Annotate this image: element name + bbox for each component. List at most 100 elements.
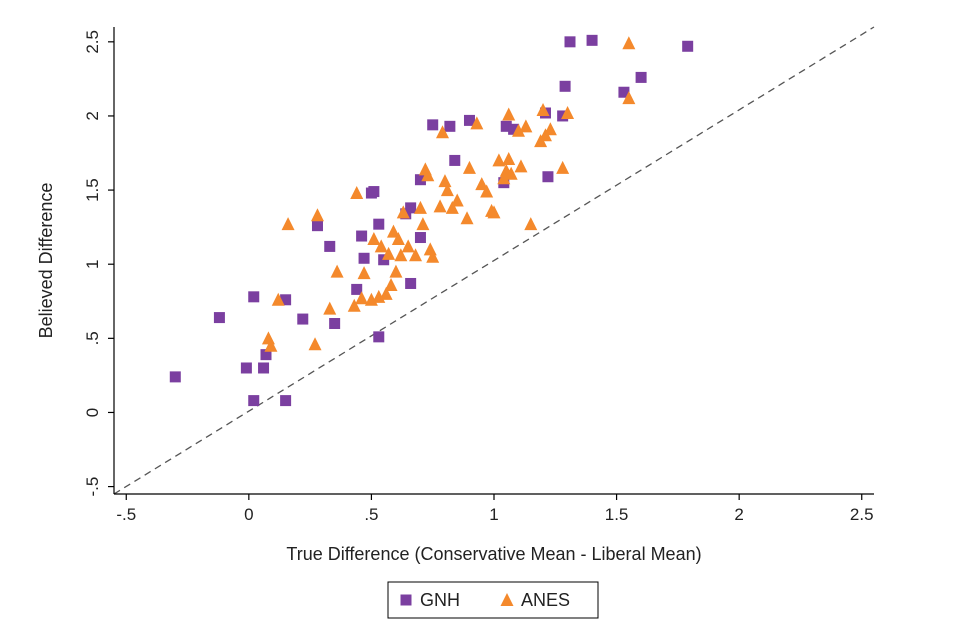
data-point-anes xyxy=(622,91,636,105)
data-point-anes xyxy=(426,249,440,263)
data-point-gnh xyxy=(463,114,475,126)
data-point-anes xyxy=(438,174,452,188)
data-point-gnh xyxy=(248,395,260,407)
data-point-anes xyxy=(470,116,484,130)
data-point-gnh xyxy=(213,312,225,324)
data-point-gnh xyxy=(635,71,647,83)
data-point-anes xyxy=(536,103,550,117)
data-point-gnh xyxy=(564,36,576,48)
data-point-gnh xyxy=(351,283,363,295)
data-point-gnh xyxy=(542,171,554,183)
y-tick-label: 2.5 xyxy=(83,30,102,54)
data-point-anes xyxy=(504,166,518,180)
legend-marker-anes xyxy=(500,593,514,606)
reference-line-layer xyxy=(113,26,875,495)
data-point-gnh xyxy=(508,123,520,135)
data-point-anes xyxy=(347,298,361,312)
data-point-gnh xyxy=(368,186,380,198)
data-point-gnh xyxy=(414,232,426,244)
data-point-anes xyxy=(462,160,476,174)
x-tick-label: 2 xyxy=(734,505,743,524)
data-point-anes xyxy=(271,292,285,306)
data-point-gnh xyxy=(618,86,630,98)
data-point-anes xyxy=(514,159,528,173)
data-point-anes xyxy=(421,168,435,182)
data-point-anes xyxy=(401,239,415,253)
data-point-anes xyxy=(409,248,423,262)
data-point-anes xyxy=(382,246,396,260)
data-point-anes xyxy=(413,200,427,214)
data-point-gnh xyxy=(405,202,417,214)
data-point-anes xyxy=(450,193,464,207)
data-point-anes xyxy=(556,160,570,174)
data-point-anes xyxy=(524,217,538,231)
data-point-anes xyxy=(519,119,533,133)
data-point-anes xyxy=(384,277,398,291)
y-tick-label: 1 xyxy=(83,259,102,268)
data-point-gnh xyxy=(373,218,385,230)
data-point-gnh xyxy=(297,313,309,325)
x-tick-label: 0 xyxy=(244,505,253,524)
data-point-anes xyxy=(433,199,447,213)
data-point-gnh xyxy=(169,371,181,383)
y-tick-label: .5 xyxy=(83,331,102,345)
data-point-gnh xyxy=(373,331,385,343)
data-point-anes xyxy=(512,123,526,137)
data-point-anes xyxy=(561,105,575,119)
data-point-anes xyxy=(310,208,324,222)
data-point-anes xyxy=(350,186,364,200)
legend: GNH ANES xyxy=(387,581,599,619)
data-point-anes xyxy=(460,211,474,225)
data-point-anes xyxy=(264,338,278,352)
x-tick-label: 2.5 xyxy=(850,505,874,524)
y-tick-label: 2 xyxy=(83,111,102,120)
data-point-gnh xyxy=(358,252,370,264)
data-point-anes xyxy=(308,337,322,351)
data-point-gnh xyxy=(444,120,456,132)
data-point-anes xyxy=(281,217,295,231)
data-points-layer xyxy=(169,34,694,407)
x-tick-label: 1 xyxy=(489,505,498,524)
data-point-gnh xyxy=(559,80,571,92)
data-point-anes xyxy=(396,205,410,219)
data-point-anes xyxy=(497,171,511,185)
data-point-anes xyxy=(394,248,408,262)
data-point-gnh xyxy=(414,174,426,186)
legend-box xyxy=(387,581,599,619)
data-point-anes xyxy=(492,153,506,167)
x-tick-label: 1.5 xyxy=(605,505,629,524)
data-point-anes xyxy=(445,200,459,214)
legend-marker-gnh xyxy=(400,594,412,606)
data-point-anes xyxy=(436,125,450,139)
data-point-anes xyxy=(502,151,516,165)
data-point-gnh xyxy=(356,230,368,242)
data-point-anes xyxy=(323,301,337,315)
data-point-anes xyxy=(367,232,381,246)
series-anes xyxy=(261,36,636,352)
x-tick-label: -.5 xyxy=(116,505,136,524)
axes-layer: -.5 0 .5 1 1.5 2 2.5 -.5 0 .5 1 1.5 2 2.5 xyxy=(83,27,874,524)
legend-label-gnh: GNH xyxy=(420,590,460,610)
data-point-anes xyxy=(475,177,489,191)
data-point-gnh xyxy=(500,120,512,132)
data-point-anes xyxy=(379,286,393,300)
data-point-gnh xyxy=(248,291,260,303)
data-point-gnh xyxy=(586,34,598,46)
x-tick-label: .5 xyxy=(364,505,378,524)
data-point-gnh xyxy=(258,362,270,374)
data-point-anes xyxy=(487,205,501,219)
data-point-anes xyxy=(357,266,371,280)
data-point-gnh xyxy=(311,220,323,232)
data-point-gnh xyxy=(329,318,341,330)
reference-line-45deg xyxy=(113,26,875,495)
data-point-gnh xyxy=(449,154,461,166)
data-point-anes xyxy=(374,239,388,253)
data-point-anes xyxy=(386,224,400,238)
data-point-anes xyxy=(440,183,454,197)
y-tick-label: 1.5 xyxy=(83,178,102,202)
data-point-anes xyxy=(622,36,636,50)
data-point-anes xyxy=(389,264,403,278)
data-point-gnh xyxy=(405,277,417,289)
x-axis-title: True Difference (Conservative Mean - Lib… xyxy=(286,544,701,564)
